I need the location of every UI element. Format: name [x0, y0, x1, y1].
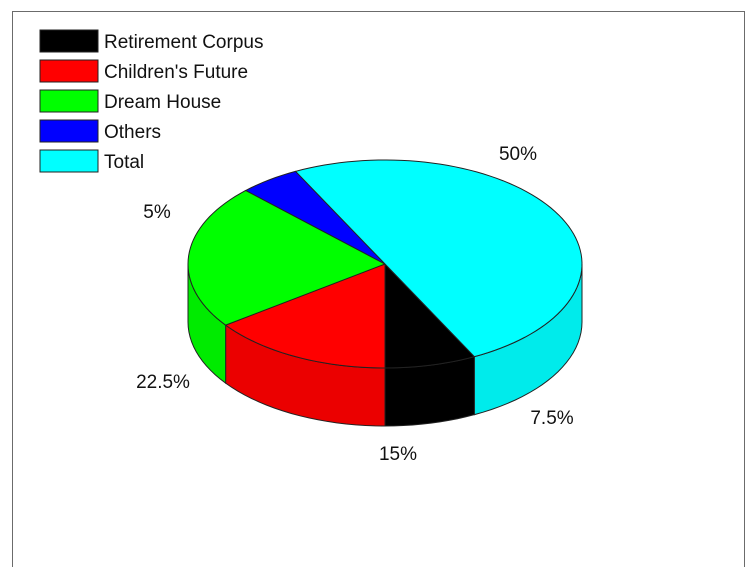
slice-label-2: 22.5% — [136, 372, 190, 393]
legend-swatch-2 — [39, 89, 99, 113]
pie-slice-1 — [224, 263, 386, 369]
legend-swatch-0 — [39, 29, 99, 53]
pie-tops — [187, 159, 583, 369]
legend-swatch-1 — [39, 59, 99, 83]
legend-label-2: Dream House — [104, 92, 221, 113]
pie-slice-4 — [294, 159, 583, 358]
legend-label-4: Total — [104, 152, 144, 173]
legend-label-3: Others — [104, 122, 161, 143]
pie-slice-2 — [187, 189, 387, 326]
legend: Retirement Corpus Children's Future Dream … — [39, 29, 263, 173]
slice-label-4: 50% — [499, 144, 537, 165]
legend-label-1: Children's Future — [104, 62, 248, 83]
pie-sides — [187, 263, 583, 427]
pie-slice-0 — [384, 262, 476, 369]
slice-label-3: 5% — [143, 202, 171, 223]
legend-label-0: Retirement Corpus — [104, 32, 263, 53]
legend-swatch-3 — [39, 119, 99, 143]
pie-slice-3 — [244, 170, 386, 265]
legend-swatch-4 — [39, 149, 99, 173]
percent-labels: 7.5% 15% 22.5% 5% 50% — [136, 144, 574, 465]
slice-label-0: 7.5% — [530, 408, 573, 429]
slice-label-1: 15% — [379, 444, 417, 465]
